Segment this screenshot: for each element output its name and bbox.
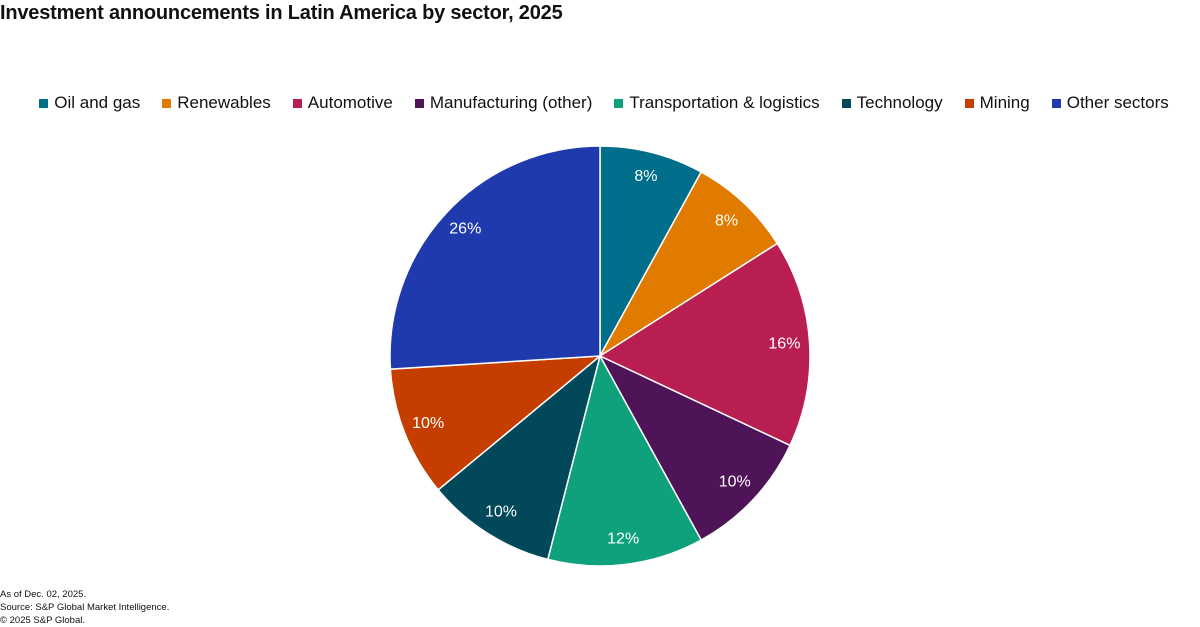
legend-item: Mining	[964, 93, 1030, 113]
pie-slice	[599, 170, 779, 357]
pie-slice	[546, 353, 703, 567]
legend-swatch	[841, 98, 851, 108]
pie-slice	[598, 354, 792, 542]
pie-slice	[389, 145, 601, 370]
chart-title: Investment announcements in Latin Americ…	[0, 2, 563, 24]
note: As of Dec. 02, 2025.	[0, 589, 87, 600]
data-label: 10%	[412, 415, 444, 432]
legend-label: Automotive	[307, 93, 393, 112]
legend-swatch	[39, 98, 49, 108]
legend-item: Transportation & logistics	[614, 93, 820, 113]
legend-label: Mining	[979, 93, 1030, 112]
data-label: 8%	[715, 213, 738, 230]
legend-label: Manufacturing (other)	[429, 93, 593, 112]
pie-slice	[389, 355, 603, 491]
data-label: 16%	[768, 336, 800, 353]
legend-label: Renewables	[177, 93, 271, 112]
data-label: 10%	[719, 474, 751, 491]
legend-item: Renewables	[162, 93, 271, 113]
legend: Oil and gas Renewables Automotive Manufactu…	[0, 93, 1200, 113]
notes: As of Dec. 02, 2025. Source: S&P Global M…	[0, 588, 169, 627]
legend-label: Technology	[856, 93, 943, 112]
data-label: 12%	[607, 531, 639, 548]
legend-swatch	[414, 98, 424, 108]
data-label: 10%	[485, 503, 517, 520]
legend-item: Technology	[841, 93, 943, 113]
pie-slice	[599, 145, 703, 357]
note: © 2025 S&P Global.	[0, 615, 85, 626]
legend-label: Transportation & logistics	[629, 93, 820, 112]
note: Source: S&P Global Market Intelligence.	[0, 602, 170, 613]
legend-label: Other sectors	[1066, 93, 1169, 112]
legend-swatch	[964, 98, 974, 108]
legend-swatch	[1051, 98, 1061, 108]
legend-swatch	[614, 98, 624, 108]
legend-item: Oil and gas	[39, 93, 140, 113]
legend-label: Oil and gas	[54, 93, 141, 112]
legend-item: Other sectors	[1051, 93, 1169, 113]
pie-slice	[437, 353, 602, 561]
legend-swatch	[162, 98, 172, 108]
pie-slice	[598, 242, 811, 447]
data-label: 8%	[634, 168, 657, 185]
legend-item: Manufacturing (other)	[414, 93, 593, 113]
legend-swatch	[292, 98, 302, 108]
legend-item: Automotive	[292, 93, 393, 113]
data-label: 26%	[449, 221, 481, 238]
